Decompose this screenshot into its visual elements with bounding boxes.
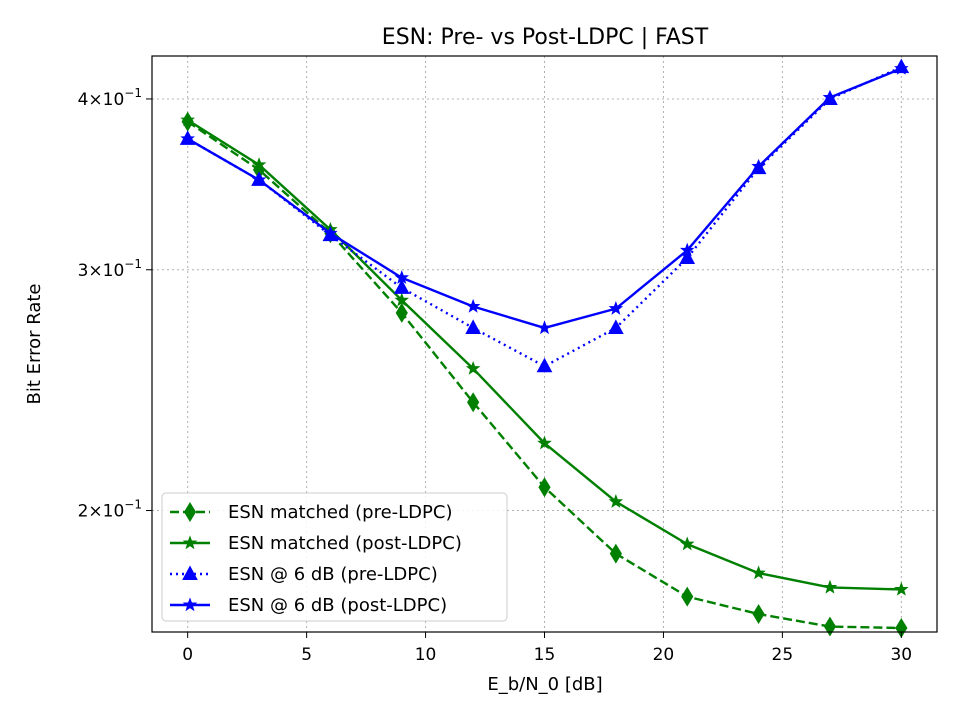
data-point (751, 158, 766, 173)
data-point (180, 131, 195, 146)
data-point (538, 477, 551, 498)
data-point (251, 157, 267, 172)
data-point (894, 581, 909, 596)
legend-label: ESN matched (post-LDPC) (228, 533, 462, 554)
data-point (251, 172, 267, 187)
y-axis-label: Bit Error Rate (24, 284, 45, 405)
legend-label: ESN @ 6 dB (pre-LDPC) (228, 564, 438, 585)
data-point (608, 494, 624, 508)
data-point (393, 279, 410, 294)
legend-marker (182, 565, 198, 580)
legend-label: ESN @ 6 dB (post-LDPC) (228, 595, 447, 616)
data-point (394, 270, 410, 284)
data-point (465, 360, 481, 375)
data-point (537, 320, 552, 335)
data-point (395, 302, 408, 323)
data-point (681, 586, 694, 607)
data-point (679, 536, 695, 551)
x-tick-label: 25 (772, 645, 794, 665)
y-tick-label: 3×10−1 (78, 257, 142, 281)
data-point (465, 298, 481, 313)
x-tick-label: 10 (415, 645, 437, 665)
x-tick-label: 15 (534, 645, 556, 665)
legend-box (161, 492, 508, 622)
data-point (679, 242, 695, 257)
x-tick-label: 5 (301, 645, 312, 665)
data-point (180, 112, 195, 127)
legend-marker (183, 502, 197, 522)
legend-item: ESN @ 6 dB (post-LDPC) (170, 595, 447, 616)
data-point (752, 604, 765, 625)
data-point (894, 60, 909, 75)
data-point (822, 89, 838, 104)
data-point (536, 357, 553, 373)
x-axis-label: E_b/N_0 [dB] (487, 674, 602, 695)
ticks: 0 5 10 15 20 25 30 4×10−1 3×10−1 2×10−1 (78, 86, 913, 665)
data-point (609, 543, 622, 564)
x-tick-label: 30 (890, 645, 912, 665)
legend: ESN matched (pre-LDPC) ESN matched (post-… (161, 492, 508, 622)
legend-marker (182, 535, 198, 550)
data-point (465, 319, 481, 334)
data-point (751, 565, 766, 580)
legend-marker (182, 597, 198, 612)
data-point (323, 225, 338, 240)
legend-item: ESN matched (pre-LDPC) (170, 502, 453, 523)
x-tick-label: 0 (182, 645, 193, 665)
y-tick-label: 2×10−1 (78, 498, 142, 522)
y-tick-label: 4×10−1 (78, 86, 142, 110)
x-tick-label: 20 (653, 645, 675, 665)
data-point (679, 249, 696, 265)
data-point (467, 392, 480, 413)
legend-item: ESN matched (post-LDPC) (170, 533, 462, 554)
data-point (822, 579, 838, 594)
legend-label: ESN matched (pre-LDPC) (228, 502, 453, 523)
data-point (537, 435, 552, 450)
data-point (823, 616, 837, 637)
data-point (608, 319, 624, 334)
data-point (608, 300, 624, 315)
series-3 (180, 60, 909, 335)
legend-item: ESN @ 6 dB (pre-LDPC) (170, 564, 438, 585)
data-point (394, 292, 410, 307)
chart-title: ESN: Pre- vs Post-LDPC | FAST (382, 25, 709, 50)
series-group (179, 58, 910, 638)
